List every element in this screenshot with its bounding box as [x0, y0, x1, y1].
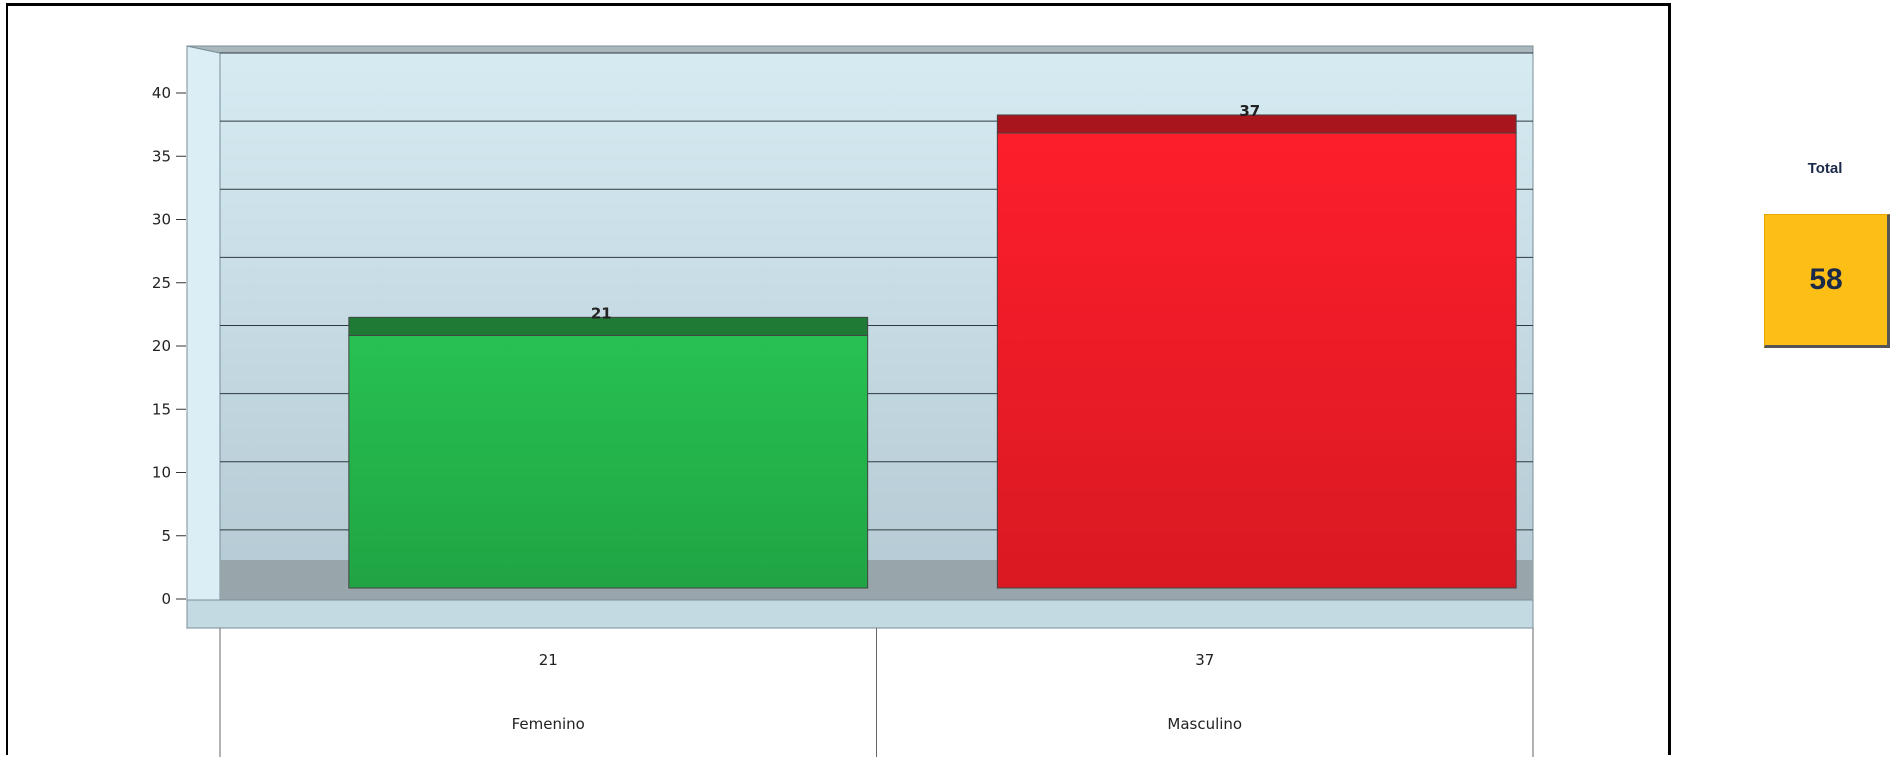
y-tick-label: 40 — [152, 84, 171, 102]
y-tick-label: 35 — [152, 147, 171, 165]
category-label: Masculino — [1167, 715, 1242, 733]
y-tick-label: 30 — [152, 211, 171, 229]
left-wall — [186, 45, 221, 630]
bar-top — [348, 316, 869, 336]
y-tick-label: 0 — [161, 590, 171, 608]
bar — [348, 334, 869, 589]
y-tick-label: 15 — [152, 400, 171, 418]
y-tick-label: 5 — [161, 527, 171, 545]
bar — [996, 132, 1517, 589]
category-label: Femenino — [512, 715, 585, 733]
total-label: Total — [1807, 160, 1843, 177]
data-label: 37 — [1239, 102, 1260, 120]
table-value: 21 — [539, 651, 558, 669]
base-plate — [186, 599, 1534, 629]
total-box: 58 — [1764, 214, 1890, 348]
y-tick-label: 25 — [152, 274, 171, 292]
total-panel: Total 58 — [1760, 160, 1890, 348]
bar-top — [996, 114, 1517, 134]
total-value: 58 — [1809, 263, 1843, 296]
y-tick-label: 20 — [152, 337, 171, 355]
y-tick-label: 10 — [152, 464, 171, 482]
top-rim — [186, 45, 1534, 54]
table-value: 37 — [1195, 651, 1214, 669]
data-label: 21 — [591, 304, 612, 322]
